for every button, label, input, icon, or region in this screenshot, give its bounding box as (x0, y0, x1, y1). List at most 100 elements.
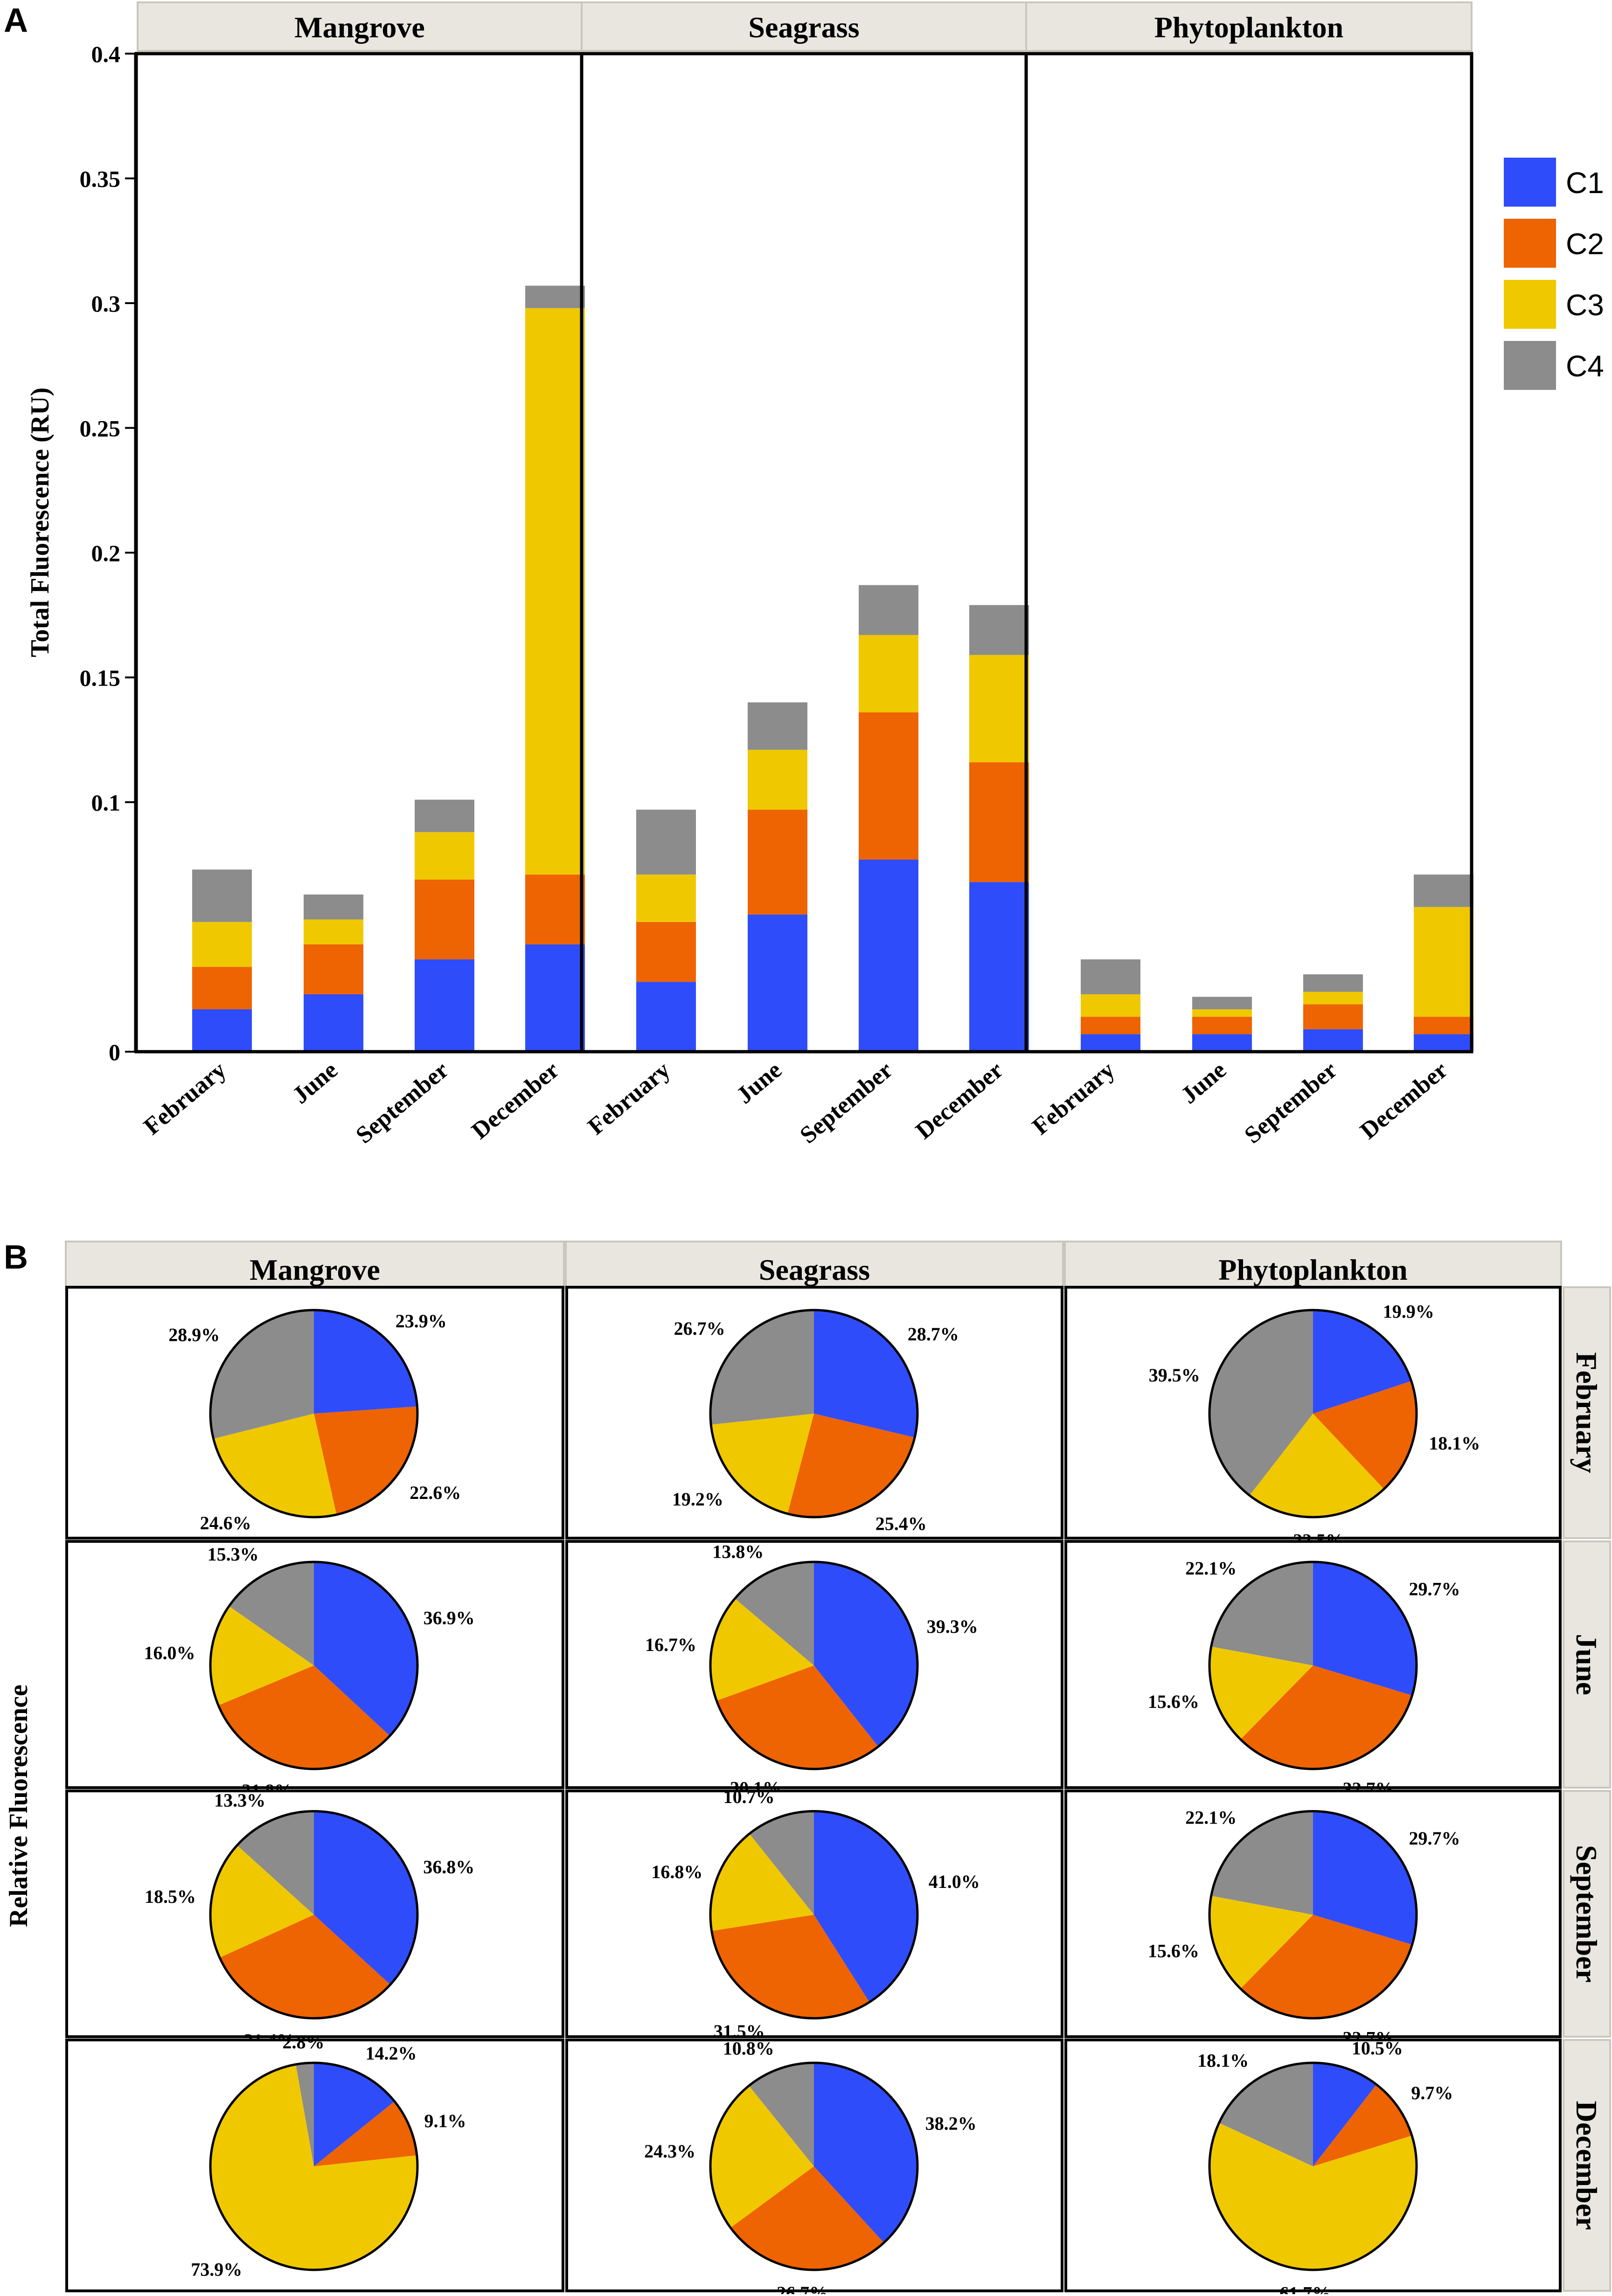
legend-label-c3: C3 (1566, 288, 1604, 322)
pie-cell-seagrass-february: 28.7% 25.4% 19.2% 26.7% (565, 1286, 1063, 1540)
pie-label-c4: 13.8% (712, 1541, 764, 1562)
bar-phytoplankton-february-c1 (1081, 1034, 1140, 1052)
column-label-phytoplankton: Phytoplankton (1218, 1253, 1407, 1286)
pie-cell-mangrove-september: 36.8%31.4%18.5%13.3% (65, 1790, 564, 2051)
pie-slice-c1 (314, 1310, 417, 1414)
bar-phytoplankton-february-c2 (1081, 1017, 1140, 1034)
pie-outline (709, 1309, 919, 1519)
column-strip-mangrove (65, 1241, 565, 1289)
bar-mangrove-september-c1 (415, 959, 474, 1052)
pie-slice-c3 (1209, 2123, 1417, 2270)
pie-slice-c4 (735, 1562, 814, 1665)
bar-seagrass-february-c3 (636, 874, 696, 922)
bar-mangrove-september-c3 (415, 832, 474, 880)
pie-slice-c2 (314, 2101, 417, 2166)
pie-cell-seagrass-december: 38.2% 26.7% 24.3% 10.8% (565, 2038, 1063, 2296)
column-label-seagrass: Seagrass (759, 1253, 870, 1286)
facet-strip-mangrove (137, 1, 583, 52)
y-tick-label: 0.2 (91, 540, 121, 566)
legend-swatch-c2 (1504, 219, 1556, 268)
pie-slice-c4 (210, 1310, 314, 1439)
bar-mangrove-june-c3 (304, 919, 363, 944)
relative-fluorescence-title: Relative Fluorescence (4, 1685, 33, 1927)
bar-phytoplankton-june-c4 (1192, 997, 1252, 1010)
pie-slice-c1 (1313, 1310, 1411, 1414)
facet-strips: Mangrove Seagrass Phytoplankton (137, 1, 1473, 52)
panel-a-label: A (4, 2, 28, 39)
bar-mangrove-december-c4 (525, 285, 585, 308)
pie-label-c3: 73.9% (191, 2259, 242, 2280)
bar-seagrass-december-c2 (969, 762, 1029, 882)
pie-slice-c3 (213, 1414, 337, 1517)
bar-seagrass-september-c1 (859, 860, 918, 1052)
pie-slice-c3 (710, 2086, 814, 2228)
pie-label-c3: 15.6% (1148, 1941, 1199, 1962)
bar-seagrass-december-c1 (969, 882, 1029, 1052)
pie-slice-c1 (314, 1811, 417, 1985)
pie-slice-c2 (730, 2166, 884, 2270)
bar-mangrove-february-c2 (192, 967, 252, 1010)
pie-label-c2: 31.5% (714, 2021, 765, 2042)
bar-mangrove-december-c2 (525, 874, 585, 944)
bar-phytoplankton-september-c4 (1303, 974, 1363, 992)
pie-slice-c4 (710, 1310, 814, 1425)
bar-phytoplankton-february-c4 (1081, 959, 1140, 994)
column-strips: Mangrove Seagrass Phytoplankton (65, 1241, 1562, 1289)
pie-outline (1208, 1561, 1418, 1770)
pie-label-c2: 18.1% (1429, 1433, 1480, 1454)
pie-slice-c4 (749, 2063, 814, 2166)
facet-label-mangrove: Mangrove (294, 11, 425, 44)
pie-slice-c2 (787, 1414, 915, 1517)
pie-slice-c2 (1313, 2084, 1412, 2166)
pie-cell-phytoplankton-september: 29.7%32.7%15.6%22.1% (1064, 1790, 1562, 2049)
row-label-february: February (1570, 1352, 1603, 1473)
facet-frames (134, 52, 1473, 1054)
legend: C1 C2 C3 C4 (1504, 158, 1604, 390)
pie-label-c1: 19.9% (1383, 1301, 1434, 1322)
legend-swatch-c1 (1504, 158, 1556, 207)
y-tick-label: 0.15 (80, 665, 121, 691)
legend-swatch-c4 (1504, 341, 1556, 390)
pie-cell-mangrove-february: 23.9% 22.6% 24.6% 28.9% (65, 1286, 564, 1540)
facet-strip-phytoplankton (1025, 1, 1473, 52)
row-strip-february (1563, 1286, 1611, 1539)
pie-label-c3: 61.7% (1279, 2282, 1331, 2294)
pie-slice-c4 (1211, 1811, 1313, 1915)
facet-label-seagrass: Seagrass (748, 11, 859, 44)
pie-outline (709, 1561, 919, 1770)
bar-phytoplankton-december-c3 (1414, 907, 1473, 1017)
pie-slice-c2 (716, 1665, 878, 1769)
pie-slice-c3 (1209, 1646, 1313, 1740)
pie-slice-c4 (296, 2063, 314, 2166)
pie-slice-c1 (814, 1310, 918, 1438)
bar-seagrass-february-c2 (636, 922, 696, 982)
bar-seagrass-september-c2 (859, 712, 918, 860)
bar-seagrass-june-c2 (748, 810, 807, 915)
facet-label-phytoplankton: Phytoplankton (1154, 11, 1343, 44)
pie-slice-c2 (1240, 1914, 1412, 2019)
pie-label-c4: 22.1% (1185, 1558, 1237, 1579)
panel-a-bar-chart: Total Fluorescence (RU) Mangrove Seagrass… (26, 1, 1604, 1149)
pie-label-c2: 9.1% (424, 2110, 466, 2131)
pie-slice-c3 (210, 2064, 417, 2270)
pie-label-c1: 41.0% (929, 1871, 980, 1892)
bar-mangrove-december-c1 (525, 944, 585, 1052)
pie-label-c3: 16.0% (144, 1643, 195, 1664)
pie-outline (209, 1810, 419, 2019)
bar-phytoplankton-september-c3 (1303, 992, 1363, 1005)
column-strip-seagrass (565, 1241, 1064, 1289)
bar-phytoplankton-december-c2 (1414, 1017, 1473, 1034)
pie-label-c1: 29.7% (1409, 1828, 1460, 1849)
pie-slice-c4 (1209, 1310, 1313, 1496)
bar-seagrass-june-c4 (748, 702, 807, 750)
pie-outline (709, 2061, 919, 2271)
pie-slice-c3 (1209, 1895, 1313, 1989)
pie-slice-c3 (210, 1606, 314, 1706)
row-label-december: December (1570, 2101, 1603, 2230)
y-axis-title: Total Fluorescence (RU) (26, 388, 55, 658)
legend-label-c4: C4 (1566, 349, 1604, 383)
pie-label-c1: 28.7% (908, 1324, 959, 1345)
bar-mangrove-june-c1 (304, 994, 363, 1052)
pie-slice-c4 (237, 1811, 314, 1915)
